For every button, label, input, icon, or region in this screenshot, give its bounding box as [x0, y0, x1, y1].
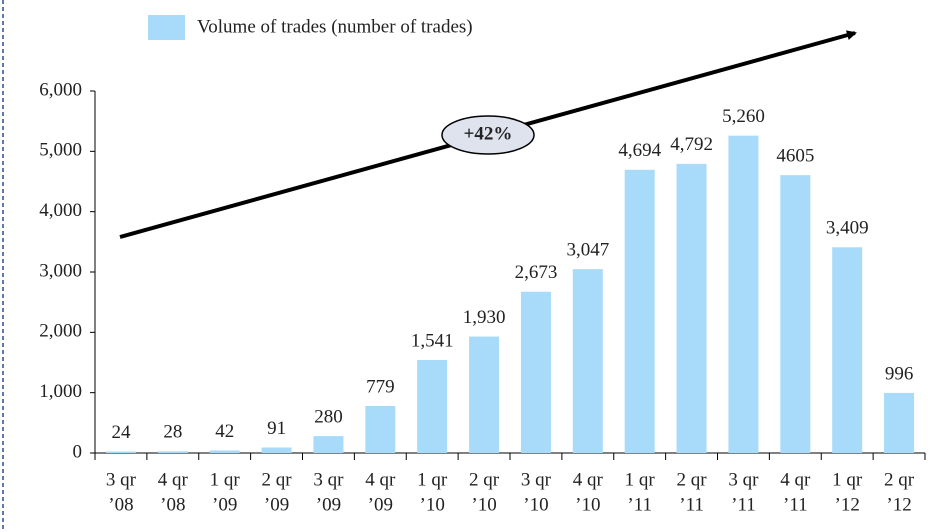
x-tick-label: 1 qr	[625, 469, 656, 490]
x-tick-label: 4 qr	[780, 469, 811, 490]
value-label: 4605	[776, 146, 814, 167]
x-tick-label: ’12	[835, 494, 860, 515]
y-tick-label: 1,000	[39, 381, 82, 402]
y-tick-label: 0	[73, 441, 83, 462]
x-tick-label: ’09	[368, 494, 393, 515]
x-tick-label: ’12	[886, 494, 911, 515]
bar	[209, 450, 240, 453]
x-tick-label: 3 qr	[728, 469, 759, 490]
bar	[780, 175, 811, 454]
x-tick-label: ’11	[783, 494, 808, 515]
bar	[520, 291, 551, 453]
legend-label: Volume of trades (number of trades)	[197, 16, 473, 37]
bar	[884, 392, 915, 453]
x-tick-label: ’10	[575, 494, 600, 515]
x-tick-label: ’10	[420, 494, 445, 515]
bar	[728, 135, 759, 453]
x-tick-label: 4 qr	[158, 469, 189, 490]
x-tick-label: ’11	[679, 494, 704, 515]
value-label: 1,930	[463, 307, 506, 328]
bar	[261, 447, 292, 453]
x-tick-label: ’09	[264, 494, 289, 515]
value-label: 280	[314, 406, 343, 427]
value-label: 1,541	[411, 330, 454, 351]
x-tick-label: 1 qr	[417, 469, 448, 490]
x-tick-label: 2 qr	[262, 469, 293, 490]
x-tick-label: 1 qr	[210, 469, 241, 490]
x-tick-label: ’08	[108, 494, 133, 515]
bar	[832, 247, 863, 453]
value-label: 4,694	[618, 140, 661, 161]
x-tick-label: ’08	[160, 494, 185, 515]
bar	[624, 169, 655, 453]
x-tick-label: 2 qr	[884, 469, 915, 490]
y-tick-label: 6,000	[39, 79, 82, 100]
value-label: 779	[366, 376, 395, 397]
x-tick-label: ’10	[471, 494, 496, 515]
x-tick-label: 3 qr	[106, 469, 137, 490]
y-tick-label: 4,000	[39, 200, 82, 221]
value-label: 28	[163, 422, 182, 443]
bar	[676, 163, 707, 453]
annotation-bubble	[441, 115, 535, 155]
x-tick-label: 3 qr	[313, 469, 344, 490]
bar	[572, 269, 603, 453]
value-label: 3,047	[566, 240, 609, 261]
x-tick-label: ’11	[627, 494, 652, 515]
x-tick-label: 1 qr	[832, 469, 863, 490]
bar	[313, 436, 344, 453]
value-label: 24	[111, 422, 131, 443]
legend-swatch	[148, 15, 185, 40]
x-tick-label: 3 qr	[521, 469, 552, 490]
bar	[469, 336, 500, 453]
x-tick-label: ’09	[316, 494, 341, 515]
x-tick-label: 2 qr	[677, 469, 708, 490]
bar	[365, 406, 396, 453]
y-tick-label: 5,000	[39, 140, 82, 161]
value-label: 91	[267, 418, 286, 439]
annotation: +42%	[464, 123, 513, 144]
y-tick-label: 3,000	[39, 260, 82, 281]
x-tick-label: 2 qr	[469, 469, 500, 490]
x-tick-label: ’09	[212, 494, 237, 515]
bar	[417, 360, 448, 453]
value-label: 4,792	[670, 134, 713, 155]
value-label: 996	[885, 363, 914, 384]
x-tick-label: ’10	[523, 494, 548, 515]
value-label: 2,673	[515, 262, 558, 283]
bar	[105, 451, 136, 453]
value-label: 3,409	[826, 218, 869, 239]
bar	[157, 451, 188, 453]
y-tick-label: 2,000	[39, 321, 82, 342]
x-tick-label: 4 qr	[573, 469, 604, 490]
x-tick-label: 4 qr	[365, 469, 396, 490]
value-label: 42	[215, 421, 234, 442]
value-label: 5,260	[722, 106, 765, 127]
x-tick-label: ’11	[731, 494, 756, 515]
